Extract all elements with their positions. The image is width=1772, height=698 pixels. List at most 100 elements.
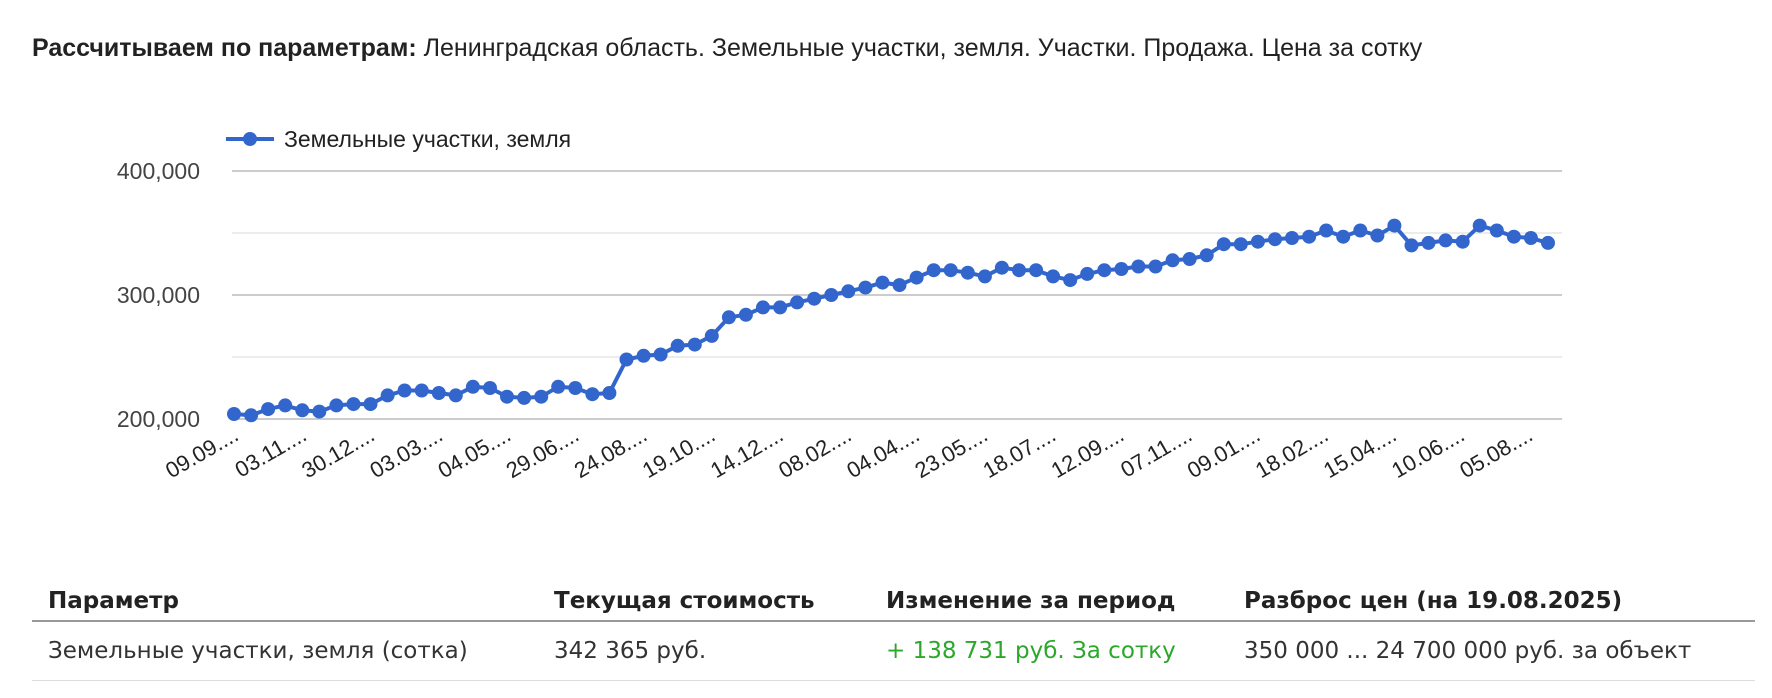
data-point	[295, 403, 310, 418]
data-point	[1250, 234, 1265, 249]
data-point	[534, 389, 549, 404]
chart-legend[interactable]: Земельные участки, земля	[226, 126, 571, 152]
x-tick-label: 18.02....	[1251, 422, 1332, 483]
data-point	[414, 383, 429, 398]
x-tick-label: 29.06....	[502, 422, 583, 483]
header-current-price: Текущая стоимость	[538, 578, 870, 622]
y-axis-ticks: 200,000 300,000 400,000	[117, 158, 200, 432]
data-point	[1063, 273, 1078, 288]
data-point	[1114, 262, 1129, 276]
y-tick-label: 300,000	[117, 282, 200, 308]
data-point	[1455, 234, 1470, 249]
x-tick-label: 10.06....	[1387, 422, 1468, 483]
data-point	[1182, 252, 1197, 266]
data-point	[841, 284, 856, 299]
header-change: Изменение за период	[870, 578, 1228, 622]
data-point	[227, 407, 241, 421]
data-point	[397, 383, 412, 398]
cell-current-price: 342 365 руб.	[538, 621, 870, 681]
data-point	[1148, 259, 1163, 274]
data-point	[1097, 263, 1112, 278]
y-tick-label: 200,000	[117, 406, 200, 432]
legend-marker	[243, 132, 257, 146]
data-point	[363, 397, 378, 412]
data-point	[1165, 253, 1180, 268]
data-point	[1046, 269, 1061, 284]
data-point	[500, 389, 514, 404]
x-tick-label: 15.04....	[1319, 422, 1400, 483]
data-point	[1472, 218, 1487, 233]
data-point	[465, 379, 480, 394]
data-point	[1404, 238, 1419, 253]
cell-change: + 138 731 руб. За сотку	[870, 621, 1228, 681]
x-tick-label: 18.07....	[979, 422, 1060, 483]
parameters-label: Рассчитываем по параметрам:	[32, 34, 417, 62]
x-tick-label: 30.12....	[297, 422, 378, 483]
data-point	[602, 386, 617, 400]
data-point	[1029, 263, 1044, 278]
data-point	[943, 263, 958, 278]
summary-header-row: Параметр Текущая стоимость Изменение за …	[32, 578, 1755, 622]
data-point	[431, 386, 446, 400]
cell-parameter: Земельные участки, земля (сотка)	[32, 621, 538, 681]
data-point	[636, 348, 651, 363]
data-point	[875, 275, 890, 290]
data-point	[517, 390, 532, 405]
header-price-range: Разброс цен (на 19.08.2025)	[1228, 578, 1755, 622]
data-point	[1370, 228, 1385, 243]
data-point	[1489, 223, 1504, 238]
x-tick-label: 12.09....	[1047, 422, 1128, 483]
data-point	[1285, 231, 1299, 245]
data-point	[1506, 229, 1521, 244]
x-tick-label: 05.08....	[1455, 422, 1536, 483]
data-point	[721, 310, 736, 325]
x-axis-ticks: 09.09....03.11....30.12....03.03....04.0…	[161, 422, 1537, 483]
data-point	[1421, 235, 1436, 250]
data-point	[551, 379, 566, 394]
x-tick-label: 07.11....	[1116, 422, 1196, 483]
x-tick-label: 14.12....	[706, 422, 787, 483]
data-point	[773, 300, 788, 315]
data-point	[1336, 229, 1351, 244]
x-tick-label: 04.05....	[434, 422, 515, 483]
x-tick-label: 03.03....	[365, 422, 446, 483]
data-point	[926, 263, 941, 278]
data-point	[244, 408, 259, 423]
x-tick-label: 23.05....	[910, 422, 991, 483]
data-point	[670, 338, 685, 353]
price-line-chart: Земельные участки, земля 200,000 300,000 4…	[117, 126, 1562, 483]
data-point	[1387, 218, 1402, 233]
x-tick-label: 24.08....	[570, 422, 651, 483]
data-point	[1523, 231, 1538, 245]
x-tick-label: 03.11....	[231, 422, 311, 483]
data-point	[756, 300, 770, 315]
data-point	[960, 265, 975, 280]
data-point	[977, 269, 992, 284]
data-point	[1268, 232, 1282, 247]
chart-grid	[232, 170, 1562, 420]
series-land-plots[interactable]	[227, 218, 1555, 423]
data-point	[892, 278, 907, 293]
data-point	[704, 328, 719, 343]
data-point	[1080, 266, 1095, 281]
data-point	[261, 402, 276, 417]
table-row: Земельные участки, земля (сотка) 342 365…	[32, 621, 1755, 681]
data-point	[1012, 263, 1026, 278]
data-point	[807, 291, 822, 306]
summary-table: Параметр Текущая стоимость Изменение за …	[32, 578, 1755, 681]
x-tick-label: 19.10....	[638, 422, 719, 483]
data-point	[585, 387, 600, 402]
parameters-line: Рассчитываем по параметрам: Ленинградска…	[32, 34, 1422, 63]
data-point	[653, 347, 668, 362]
data-point	[687, 337, 702, 352]
data-point	[1216, 237, 1231, 252]
data-point	[1131, 259, 1146, 274]
data-point	[1302, 229, 1317, 244]
data-point	[858, 280, 873, 295]
data-point	[568, 381, 583, 395]
data-point	[483, 381, 497, 395]
data-point	[738, 307, 753, 322]
data-point	[1353, 223, 1368, 238]
series-line	[233, 223, 1549, 418]
data-point	[312, 404, 327, 419]
